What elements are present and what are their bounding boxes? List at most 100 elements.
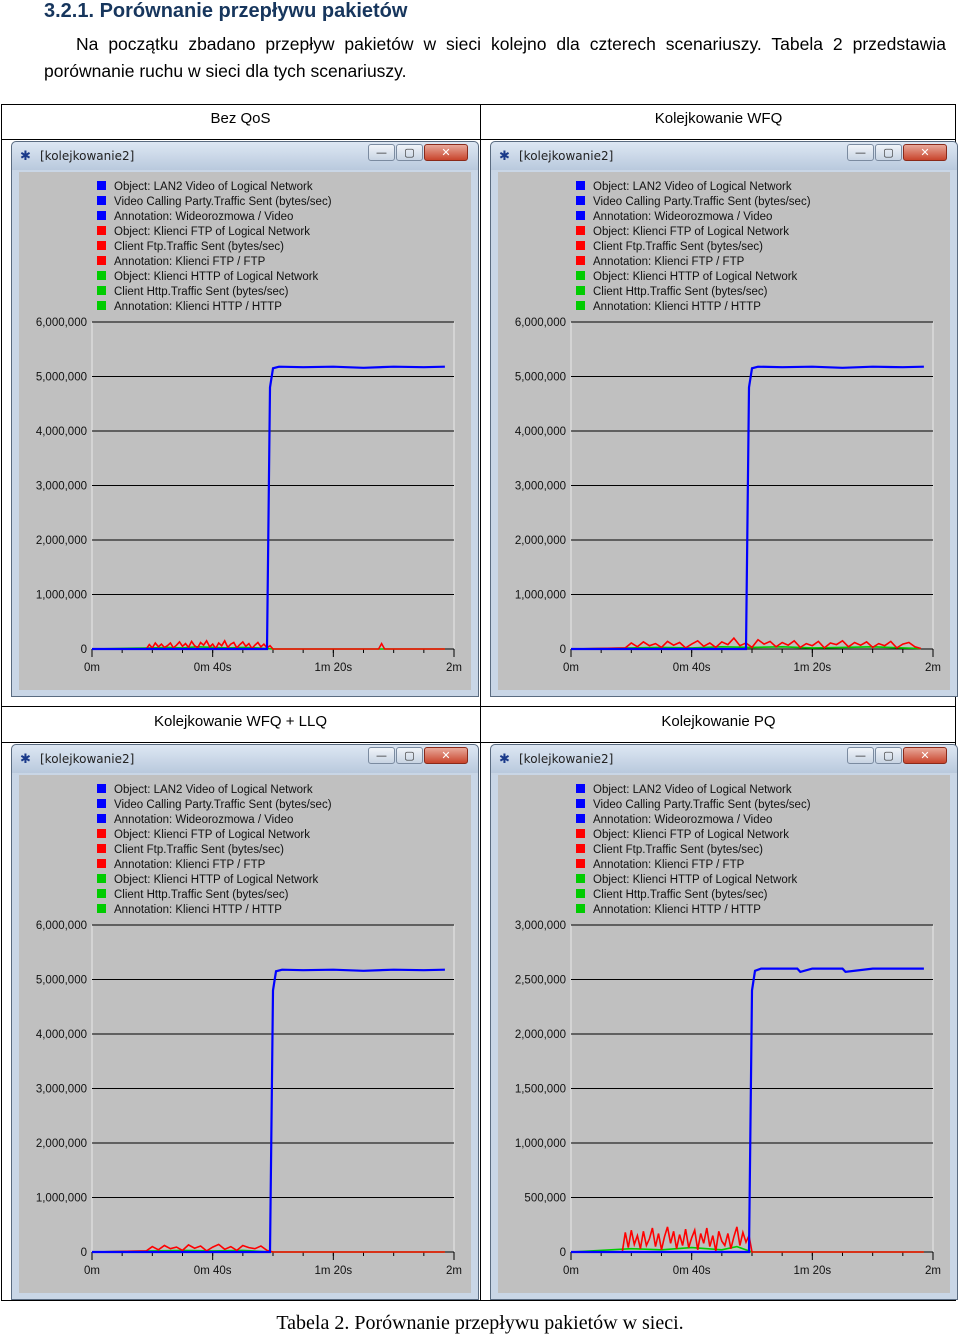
chart-plot: Object: LAN2 Video of Logical Network Vid…	[498, 775, 950, 1293]
close-button[interactable]: ✕	[424, 747, 468, 764]
y-tick-label: 4,000,000	[36, 1029, 87, 1041]
chart-window[interactable]: ✱ [kolejkowanie2] — ▢ ✕ Object: LAN2 Video of…	[490, 141, 958, 697]
maximize-button[interactable]: ▢	[396, 144, 423, 161]
x-tick-label: 0m	[563, 1265, 579, 1277]
legend-swatch	[576, 874, 585, 883]
y-tick-label: 1,000,000	[36, 1193, 87, 1205]
legend-entry: Annotation: Wideorozmowa / Video	[593, 814, 772, 826]
window-title: [kolejkowanie2]	[40, 149, 135, 163]
legend-entry: Object: Klienci FTP of Logical Network	[114, 226, 310, 238]
x-tick-label: 2m	[446, 662, 462, 674]
x-tick-label: 0m	[563, 662, 579, 674]
app-icon: ✱	[499, 149, 510, 164]
legend-entry: Client Http.Traffic Sent (bytes/sec)	[114, 286, 289, 298]
y-tick-label: 1,500,000	[515, 1084, 566, 1096]
x-tick-label: 0m	[84, 662, 100, 674]
window-title: [kolejkowanie2]	[40, 752, 135, 766]
legend-entry: Annotation: Klienci FTP / FTP	[593, 859, 745, 871]
legend-entry: Client Ftp.Traffic Sent (bytes/sec)	[114, 844, 284, 856]
legend-entry: Object: Klienci FTP of Logical Network	[593, 829, 789, 841]
panel-header-wfq-llq: Kolejkowanie WFQ + LLQ	[154, 713, 327, 730]
legend-swatch	[576, 241, 585, 250]
table-row-divider	[1, 742, 956, 743]
legend-entry: Client Http.Traffic Sent (bytes/sec)	[593, 286, 768, 298]
y-tick-label: 3,000,000	[36, 481, 87, 493]
x-tick-label: 1m 20s	[793, 662, 831, 674]
legend-swatch	[576, 256, 585, 265]
minimize-button[interactable]: —	[847, 144, 874, 161]
legend-entry: Annotation: Klienci HTTP / HTTP	[114, 904, 282, 916]
legend-swatch	[576, 181, 585, 190]
legend-entry: Annotation: Klienci FTP / FTP	[114, 256, 266, 268]
legend-swatch	[576, 211, 585, 220]
legend-swatch	[97, 211, 106, 220]
y-tick-label: 3,000,000	[515, 920, 566, 932]
legend-entry: Annotation: Wideorozmowa / Video	[593, 211, 772, 223]
series-line-video	[571, 365, 924, 651]
series-line-ftp	[571, 1226, 924, 1253]
legend-swatch	[97, 256, 106, 265]
x-tick-label: 0m 40s	[673, 1265, 711, 1277]
maximize-button[interactable]: ▢	[396, 747, 423, 764]
y-tick-label: 0	[81, 1247, 87, 1259]
legend-entry: Client Ftp.Traffic Sent (bytes/sec)	[593, 241, 763, 253]
x-tick-label: 2m	[925, 662, 941, 674]
window-titlebar[interactable]: ✱ [kolejkowanie2] — ▢ ✕	[12, 142, 478, 170]
chart-plot: Object: LAN2 Video of Logical Network Vid…	[19, 775, 471, 1293]
close-button[interactable]: ✕	[424, 144, 468, 161]
legend-entry: Annotation: Klienci HTTP / HTTP	[114, 301, 282, 313]
series-line-http	[570, 645, 921, 650]
y-tick-label: 1,000,000	[515, 1138, 566, 1150]
app-icon: ✱	[499, 752, 510, 767]
legend-entry: Annotation: Klienci HTTP / HTTP	[593, 301, 761, 313]
legend-entry: Client Http.Traffic Sent (bytes/sec)	[114, 889, 289, 901]
legend-swatch	[576, 784, 585, 793]
legend-swatch	[97, 226, 106, 235]
chart-plot: Object: LAN2 Video of Logical Network Vid…	[19, 172, 471, 690]
legend-swatch	[576, 799, 585, 808]
legend-swatch	[97, 241, 106, 250]
legend-swatch	[97, 889, 106, 898]
legend-entry: Client Http.Traffic Sent (bytes/sec)	[593, 889, 768, 901]
legend-swatch	[576, 301, 585, 310]
legend-entry: Video Calling Party.Traffic Sent (bytes/…	[593, 196, 811, 208]
y-tick-label: 3,000,000	[36, 1084, 87, 1096]
table-column-divider	[480, 104, 481, 1301]
legend-entry: Object: Klienci FTP of Logical Network	[114, 829, 310, 841]
legend-swatch	[97, 196, 106, 205]
y-tick-label: 2,000,000	[515, 535, 566, 547]
legend-swatch	[97, 799, 106, 808]
maximize-button[interactable]: ▢	[875, 144, 902, 161]
chart-window[interactable]: ✱ [kolejkowanie2] — ▢ ✕ Object: LAN2 Video of…	[11, 744, 479, 1300]
chart-window[interactable]: ✱ [kolejkowanie2] — ▢ ✕ Object: LAN2 Video of…	[11, 141, 479, 697]
x-tick-label: 0m 40s	[194, 662, 232, 674]
minimize-button[interactable]: —	[368, 747, 395, 764]
close-button[interactable]: ✕	[903, 144, 947, 161]
minimize-button[interactable]: —	[847, 747, 874, 764]
legend-entry: Object: LAN2 Video of Logical Network	[593, 181, 792, 193]
y-tick-label: 3,000,000	[515, 481, 566, 493]
y-tick-label: 0	[560, 644, 566, 656]
app-icon: ✱	[20, 149, 31, 164]
y-tick-label: 0	[560, 1247, 566, 1259]
window-title: [kolejkowanie2]	[519, 149, 614, 163]
close-button[interactable]: ✕	[903, 747, 947, 764]
series-line-ftp	[91, 1243, 445, 1253]
x-tick-label: 1m 20s	[314, 662, 352, 674]
window-titlebar[interactable]: ✱ [kolejkowanie2] — ▢ ✕	[491, 745, 957, 773]
x-tick-label: 1m 20s	[314, 1265, 352, 1277]
series-line-video	[571, 967, 924, 1254]
chart-window[interactable]: ✱ [kolejkowanie2] — ▢ ✕ Object: LAN2 Video of…	[490, 744, 958, 1300]
intro-text: Na początku zbadano przepływ pakietów w …	[44, 34, 946, 81]
legend-entry: Object: Klienci FTP of Logical Network	[593, 226, 789, 238]
x-tick-label: 2m	[925, 1265, 941, 1277]
minimize-button[interactable]: —	[368, 144, 395, 161]
maximize-button[interactable]: ▢	[875, 747, 902, 764]
window-titlebar[interactable]: ✱ [kolejkowanie2] — ▢ ✕	[12, 745, 478, 773]
legend-swatch	[576, 271, 585, 280]
legend-swatch	[576, 859, 585, 868]
panel-header-wfq: Kolejkowanie WFQ	[654, 110, 783, 127]
window-titlebar[interactable]: ✱ [kolejkowanie2] — ▢ ✕	[491, 142, 957, 170]
legend-swatch	[97, 844, 106, 853]
legend-swatch	[97, 859, 106, 868]
